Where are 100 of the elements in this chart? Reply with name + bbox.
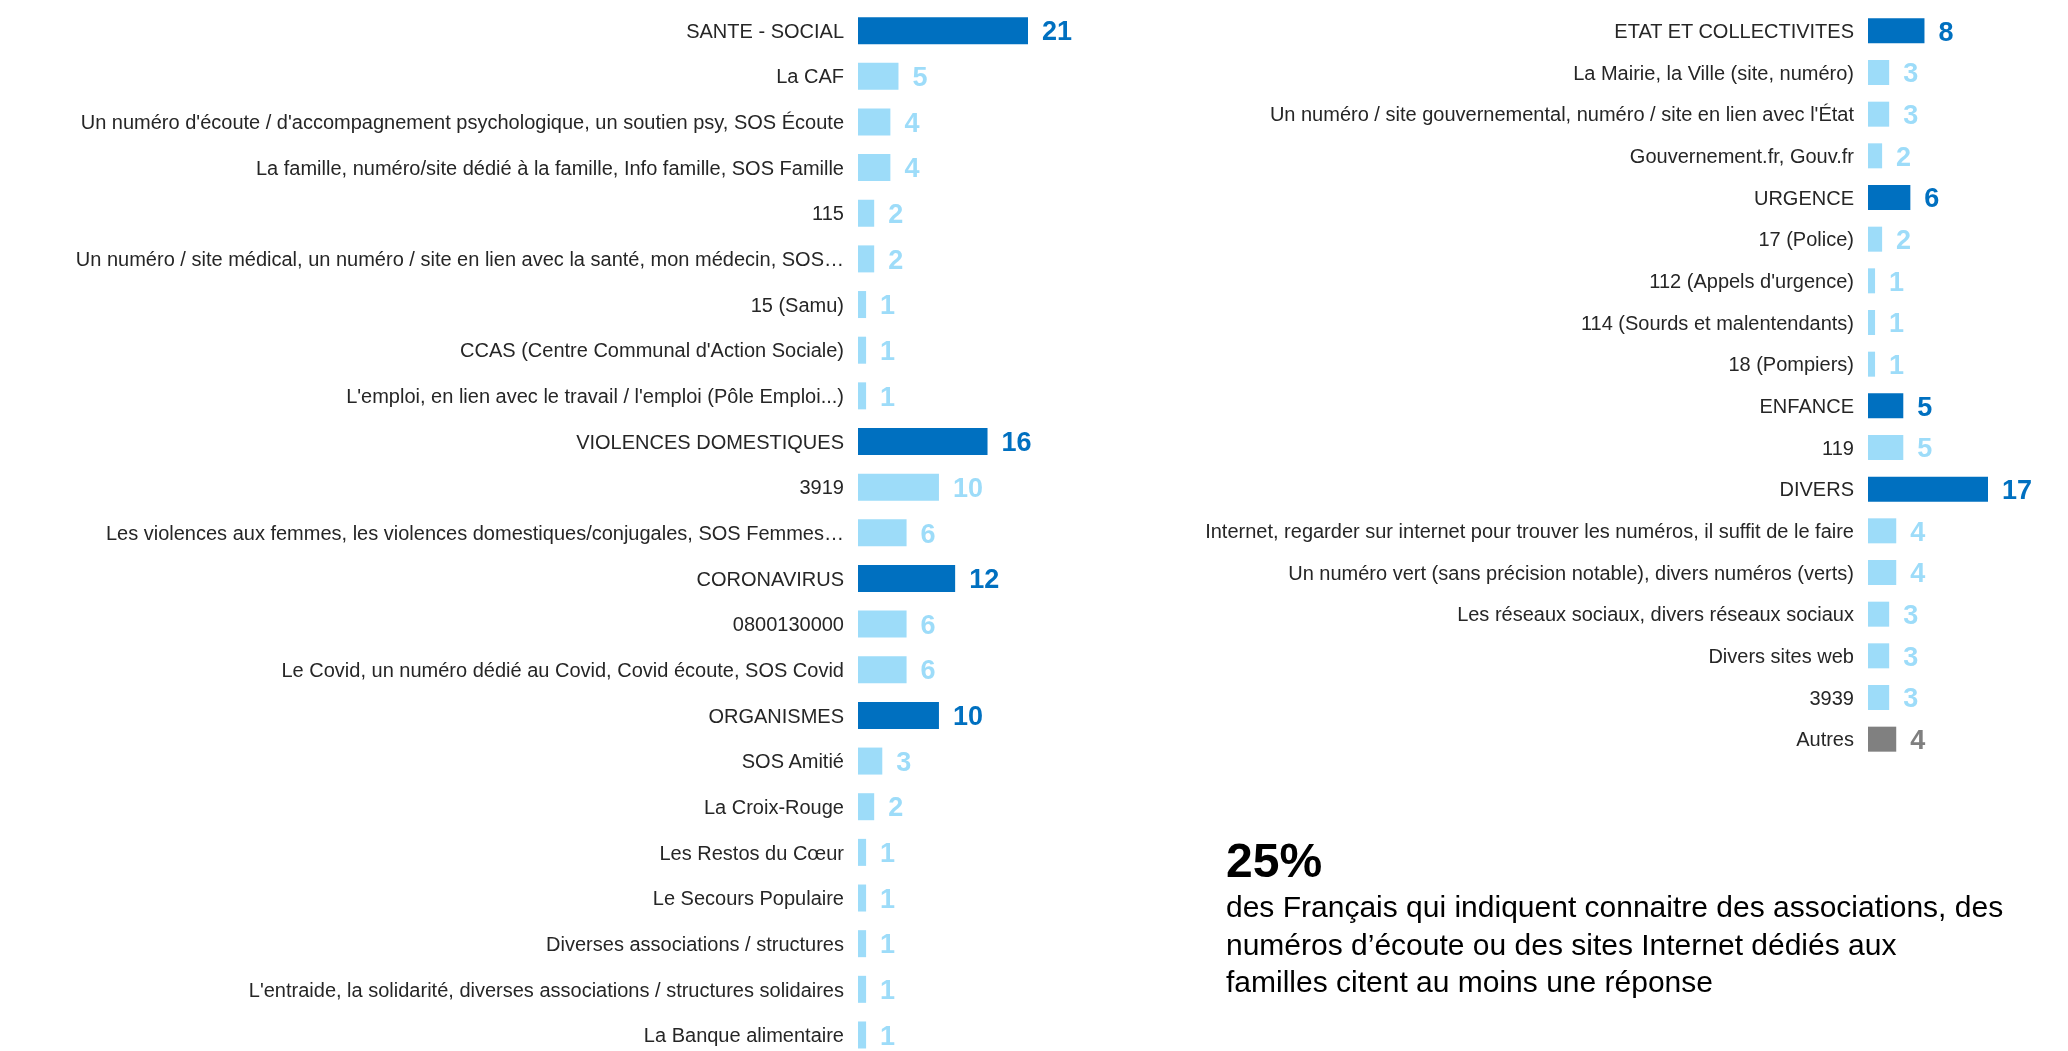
y-tick-label: 112 (Appels d'urgence): [1649, 269, 1854, 292]
bar: [858, 291, 867, 319]
data-label: 8: [1938, 16, 1954, 47]
y-tick-label: Un numéro vert (sans précision notable), divers numéros (verts): [1288, 561, 1854, 584]
bar: [858, 17, 1028, 45]
bar: [858, 975, 867, 1003]
y-tick-label: SANTE - SOCIAL: [686, 19, 844, 42]
y-tick-label: L'emploi, en lien avec le travail / l'emploi (Pôle Emploi...): [346, 385, 844, 408]
data-label: 1: [880, 335, 896, 366]
data-label: 2: [888, 198, 904, 229]
y-tick-label: Un numéro d'écoute / d'accompagnement psychologique, un soutien psy, SOS Écoute: [80, 111, 844, 134]
y-tick-label: La Croix-Rouge: [703, 795, 844, 818]
data-label: 1: [880, 381, 896, 412]
bar: [858, 747, 883, 775]
bar: [858, 108, 891, 136]
data-label: 2: [888, 244, 904, 275]
data-label: 2: [1896, 224, 1912, 255]
data-label: 5: [1917, 391, 1933, 422]
bar: [858, 245, 875, 273]
data-label: 1: [880, 929, 896, 960]
y-tick-label: 115: [812, 202, 844, 225]
y-tick-label: Le Secours Populaire: [652, 887, 844, 910]
bar: [858, 701, 939, 729]
y-tick-label: Le Covid, un numéro dédié au Covid, Covid écoute, SOS Covid: [281, 658, 844, 681]
y-tick-label: 3939: [1809, 686, 1854, 709]
bar: [858, 473, 939, 501]
y-tick-label: Les violences aux femmes, les violences domestiques/conjugales, SOS Femmes…: [105, 522, 844, 544]
bar: [858, 336, 867, 364]
data-label: 1: [880, 883, 896, 914]
data-label: 1: [880, 290, 896, 321]
y-tick-label: 0800130000: [732, 613, 844, 636]
bar: [1868, 435, 1904, 460]
y-tick-label: SOS Amitié: [741, 750, 844, 773]
y-tick-label: ENFANCE: [1759, 394, 1854, 417]
y-tick-label: 114 (Sourds et malentendants): [1580, 311, 1854, 334]
y-tick-label: Internet, regarder sur internet pour trouver les numéros, il suffit de le faire: [1205, 519, 1854, 542]
data-label: 6: [920, 609, 936, 640]
data-label: 4: [1910, 516, 1926, 547]
bar: [858, 793, 875, 821]
bar: [1868, 476, 1988, 502]
y-tick-label: VIOLENCES DOMESTIQUES: [576, 430, 844, 453]
y-tick-label: DIVERS: [1779, 478, 1854, 501]
data-label: 1: [1889, 349, 1905, 380]
bar: [858, 62, 899, 90]
bar: [858, 838, 867, 866]
data-label: 2: [1896, 141, 1912, 172]
bar: [1868, 351, 1876, 377]
data-label: 17: [2002, 474, 2033, 505]
bar: [1868, 726, 1897, 752]
data-label: 6: [1924, 183, 1940, 214]
data-label: 5: [1917, 433, 1933, 464]
bar: [1868, 685, 1890, 710]
data-label: 6: [920, 518, 936, 549]
y-tick-label: 18 (Pompiers): [1728, 353, 1854, 376]
y-tick-label: Divers sites web: [1708, 644, 1854, 667]
bar: [1868, 268, 1876, 294]
bar: [858, 199, 875, 227]
bar: [1868, 518, 1897, 544]
data-label: 3: [1903, 641, 1919, 672]
data-label: 1: [1889, 308, 1905, 339]
bar: [858, 382, 867, 410]
data-label: 1: [880, 838, 896, 869]
data-label: 1: [880, 1020, 896, 1051]
y-tick-label: 17 (Police): [1758, 228, 1854, 251]
y-tick-label: 3919: [799, 476, 844, 499]
bar: [858, 884, 867, 912]
y-tick-label: Un numéro / site médical, un numéro / site en lien avec la santé, mon médecin, SOS…: [75, 248, 844, 271]
text: 25%: [1226, 833, 1324, 888]
data-label: 4: [1910, 558, 1926, 589]
y-tick-label: 119: [1822, 436, 1854, 459]
data-label: 1: [880, 975, 896, 1006]
y-tick-label: 15 (Samu): [750, 293, 844, 316]
data-label: 3: [1903, 599, 1919, 630]
y-tick-label: Gouvernement.fr, Gouv.fr: [1629, 144, 1855, 167]
text: des Français qui indiquent connaitre des associations, des numéros d’écoute ou des sites Internet dédiés aux familles citent au moins une réponse: [1226, 889, 2005, 1000]
data-label: 5: [912, 62, 928, 92]
bar: [1868, 393, 1904, 419]
data-label: 3: [1903, 683, 1919, 714]
bar: [1868, 310, 1876, 335]
bar: [1868, 101, 1890, 127]
data-label: 10: [952, 472, 983, 503]
bar: [858, 428, 988, 455]
bar: [1868, 601, 1890, 627]
y-tick-label: ETAT ET COLLECTIVITES: [1614, 19, 1854, 42]
y-tick-label: Diverses associations / structures: [546, 932, 844, 955]
bar: [1868, 185, 1911, 210]
y-tick-label: CCAS (Centre Communal d'Action Sociale): [460, 339, 844, 362]
data-label: 3: [1903, 58, 1919, 89]
bar: [1868, 143, 1883, 169]
bar: [858, 1021, 867, 1049]
y-tick-label: CORONAVIRUS: [696, 567, 844, 590]
y-tick-label: Un numéro / site gouvernemental, numéro / site en lien avec l'État: [1269, 103, 1855, 126]
data-label: 3: [1903, 99, 1919, 130]
y-tick-label: ORGANISMES: [708, 704, 844, 727]
y-tick-label: La famille, numéro/site dédié à la famille, Info famille, SOS Famille: [255, 156, 844, 179]
bar: [858, 564, 956, 592]
bar: [858, 610, 907, 638]
y-tick-label: Autres: [1796, 728, 1854, 751]
y-tick-label: URGENCE: [1753, 186, 1854, 209]
data-label: 1: [1889, 266, 1905, 297]
